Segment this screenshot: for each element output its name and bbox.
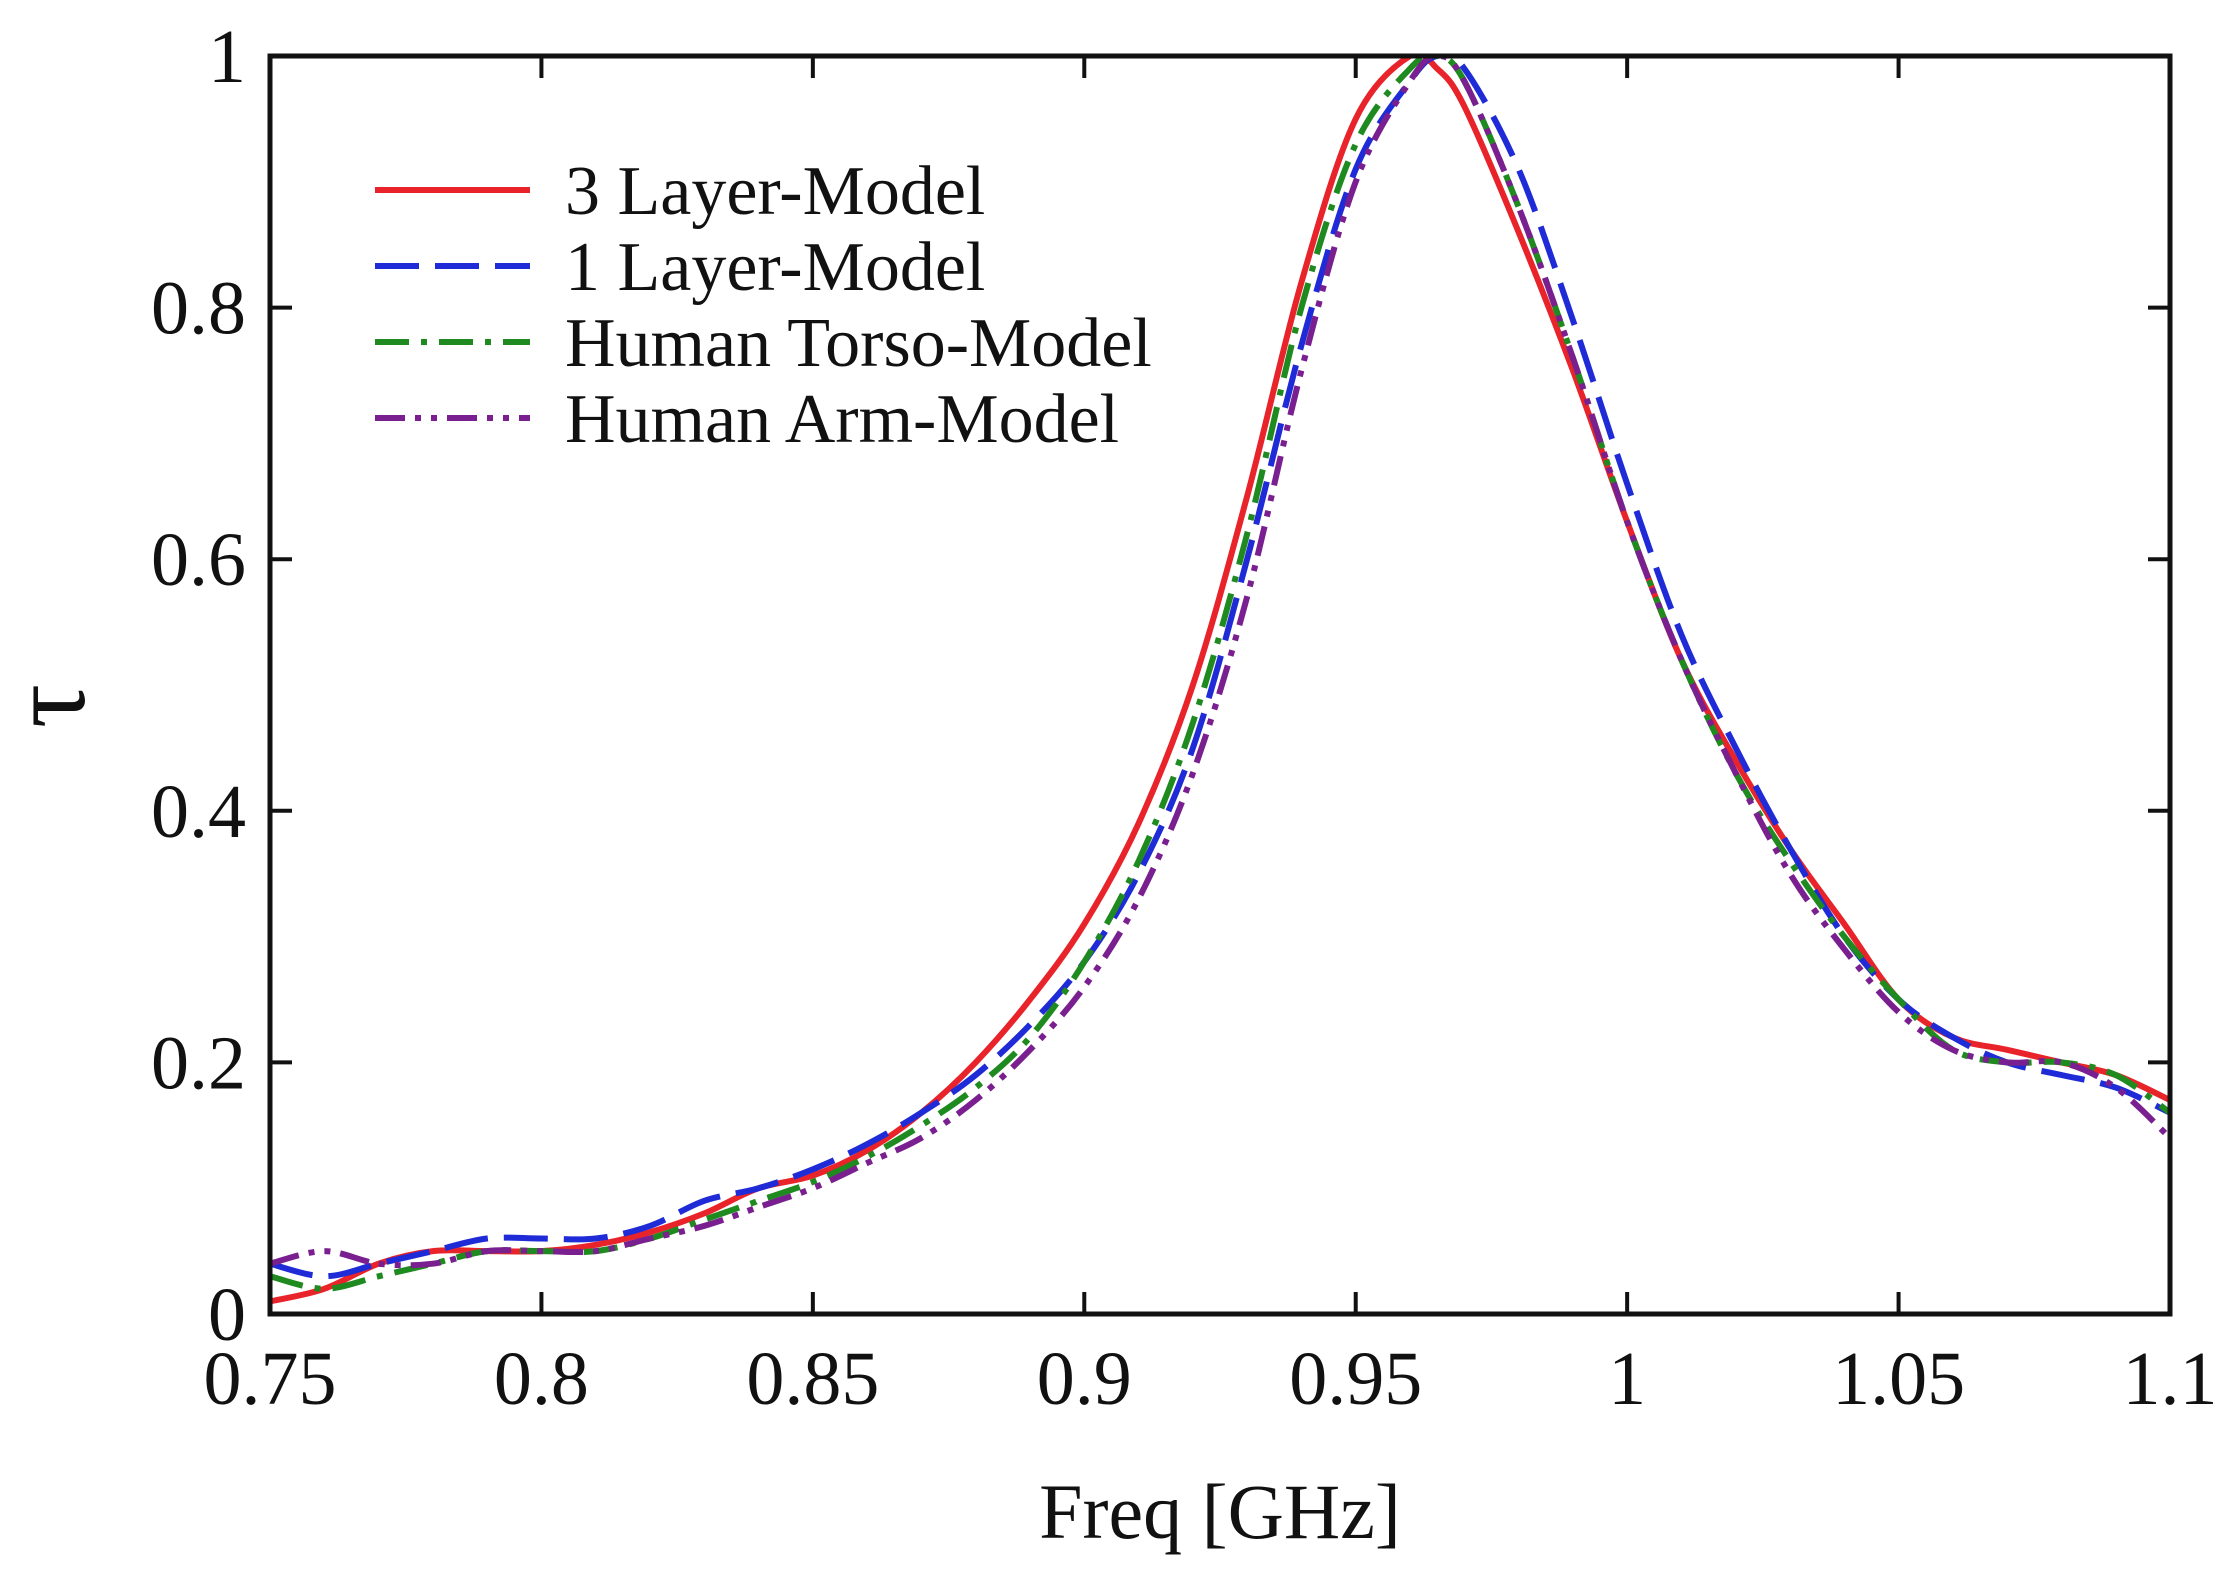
y-tick-label: 0.8 [151, 267, 246, 351]
x-tick-label: 0.75 [204, 1337, 337, 1421]
legend-label-4: Human Arm-Model [565, 381, 1119, 458]
series-line-4 [270, 56, 2170, 1269]
legend-label-3: Human Torso-Model [565, 305, 1152, 382]
y-tick-label: 0.2 [151, 1021, 246, 1105]
y-axis-title: τ [0, 684, 108, 728]
series-line-1 [270, 56, 2170, 1305]
x-tick-label: 0.9 [1037, 1337, 1132, 1421]
x-tick-label: 0.95 [1289, 1337, 1422, 1421]
y-tick-label: 0.6 [151, 518, 246, 602]
plot-frame [267, 53, 2173, 1317]
x-tick-label: 1.05 [1832, 1337, 1965, 1421]
series-layer [270, 56, 2170, 1305]
series-line-3 [270, 56, 2170, 1292]
x-tick-label: 1.1 [2123, 1337, 2218, 1421]
x-tick-label: 0.8 [494, 1337, 589, 1421]
x-tick-label: 0.85 [746, 1337, 879, 1421]
legend-label-1: 3 Layer-Model [565, 153, 985, 230]
x-axis-title: Freq [GHz] [1039, 1468, 1401, 1555]
x-tick-label: 1 [1608, 1337, 1646, 1421]
y-tick-label: 0.4 [151, 770, 246, 854]
y-tick-label: 0 [208, 1273, 246, 1357]
legend-label-2: 1 Layer-Model [565, 229, 985, 306]
y-tick-label: 1 [208, 15, 246, 99]
series-line-2 [270, 56, 2170, 1280]
ticks-layer: 0.75 0.8 0.85 0.9 0.95 1 1.05 1.1 0 0.2 0.4 0.6 0.8 1 [151, 15, 2218, 1421]
